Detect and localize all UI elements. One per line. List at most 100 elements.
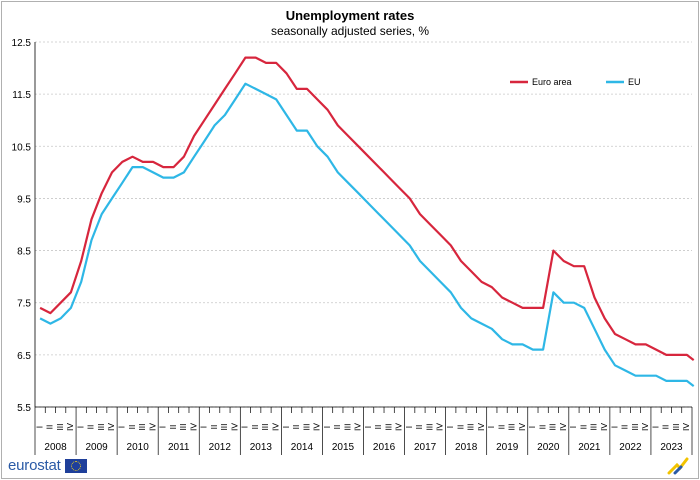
quarter-label: III <box>466 423 476 430</box>
quarter-label: I <box>117 426 127 428</box>
quarter-label: III <box>383 423 393 430</box>
eu-flag-icon <box>64 458 87 473</box>
quarter-label: I <box>240 426 250 428</box>
eurostat-mark-icon <box>667 457 689 475</box>
legend-label: Euro area <box>532 77 572 87</box>
quarter-label: III <box>630 423 640 430</box>
year-label: 2023 <box>660 442 683 453</box>
y-tick-label: 8.5 <box>17 247 31 258</box>
quarter-label: II <box>209 425 219 430</box>
x-axis: I II III IV I II III IV I II III IV I II III IV I II III IV… <box>34 406 693 455</box>
quarter-label: III <box>137 423 147 430</box>
quarter-label: I <box>322 426 332 428</box>
quarter-label: II <box>537 425 547 430</box>
quarter-label: IV <box>106 423 116 431</box>
quarter-label: IV <box>435 423 445 431</box>
quarter-label: III <box>424 423 434 430</box>
quarter-label: III <box>178 423 188 430</box>
quarter-label: II <box>414 425 424 430</box>
quarter-label: I <box>527 426 537 428</box>
quarter-label: II <box>661 425 671 430</box>
quarter-label: IV <box>640 423 650 431</box>
legend: Euro area EU <box>510 77 641 87</box>
quarter-label: I <box>650 426 660 428</box>
quarter-label: IV <box>681 423 691 431</box>
quarter-label: I <box>363 426 373 428</box>
y-tick-label: 11.5 <box>12 90 31 101</box>
quarter-label: III <box>301 423 311 430</box>
quarter-label: III <box>342 423 352 430</box>
quarter-label: III <box>589 423 599 430</box>
quarter-label: II <box>620 425 630 430</box>
grid-lines <box>35 41 692 408</box>
quarter-label: III <box>548 423 558 430</box>
quarter-label: II <box>332 425 342 430</box>
quarter-label: IV <box>394 423 404 431</box>
quarter-label: IV <box>188 423 198 431</box>
y-tick-label: 10.5 <box>12 142 32 153</box>
quarter-label: I <box>445 426 455 428</box>
quarter-label: II <box>86 425 96 430</box>
quarter-label: III <box>671 423 681 430</box>
quarter-label: II <box>168 425 178 430</box>
series-line-eu <box>39 82 695 387</box>
year-label: 2019 <box>496 442 519 453</box>
quarter-label: I <box>158 426 168 428</box>
year-label: 2021 <box>578 442 601 453</box>
quarter-label: I <box>609 426 619 428</box>
quarter-label: I <box>486 426 496 428</box>
quarter-label: I <box>281 426 291 428</box>
quarter-label: IV <box>229 423 239 431</box>
quarter-label: I <box>568 426 578 428</box>
quarter-label: III <box>55 423 65 430</box>
y-tick-label: 6.5 <box>17 351 31 362</box>
quarter-label: IV <box>65 423 75 431</box>
year-label: 2016 <box>373 442 396 453</box>
quarter-label: III <box>507 423 517 430</box>
quarter-label: III <box>219 423 229 430</box>
year-label: 2017 <box>414 442 437 453</box>
eurostat-logo: eurostat <box>8 457 87 474</box>
quarter-label: III <box>96 423 106 430</box>
quarter-label: II <box>291 425 301 430</box>
year-label: 2009 <box>85 442 108 453</box>
y-tick-label: 9.5 <box>17 194 31 205</box>
quarter-label: IV <box>147 423 157 431</box>
quarter-label: IV <box>599 423 609 431</box>
year-label: 2011 <box>168 442 190 453</box>
quarter-label: II <box>455 425 465 430</box>
year-label: 2010 <box>127 442 150 453</box>
year-label: 2013 <box>250 442 273 453</box>
year-label: 2012 <box>209 442 232 453</box>
quarter-label: II <box>496 425 506 430</box>
quarter-label: IV <box>312 423 322 431</box>
y-axis: 5.5 6.5 7.5 8.5 9.5 10.5 11.5 12.5 <box>12 38 36 414</box>
y-tick-label: 7.5 <box>17 299 31 310</box>
y-tick-label: 12.5 <box>12 38 32 49</box>
year-label: 2022 <box>619 442 642 453</box>
year-label: 2014 <box>291 442 314 453</box>
quarter-label: I <box>404 426 414 428</box>
year-label: 2008 <box>44 442 67 453</box>
quarter-label: II <box>250 425 260 430</box>
quarter-label: II <box>127 425 137 430</box>
quarter-label: II <box>373 425 383 430</box>
quarter-label: II <box>578 425 588 430</box>
quarter-label: IV <box>270 423 280 431</box>
chart-title: Unemployment rates <box>285 8 415 23</box>
quarter-label: II <box>45 425 55 430</box>
year-label: 2018 <box>455 442 478 453</box>
year-label: 2015 <box>332 442 355 453</box>
quarter-label: I <box>34 426 44 428</box>
legend-label: EU <box>628 77 641 87</box>
quarter-label: I <box>199 426 209 428</box>
year-label: 2020 <box>537 442 560 453</box>
quarter-label: IV <box>558 423 568 431</box>
chart-subtitle: seasonally adjusted series, % <box>270 24 430 38</box>
quarter-label: IV <box>353 423 363 431</box>
quarter-label: IV <box>476 423 486 431</box>
quarter-label: IV <box>517 423 527 431</box>
logo-text: eurostat <box>8 457 61 474</box>
